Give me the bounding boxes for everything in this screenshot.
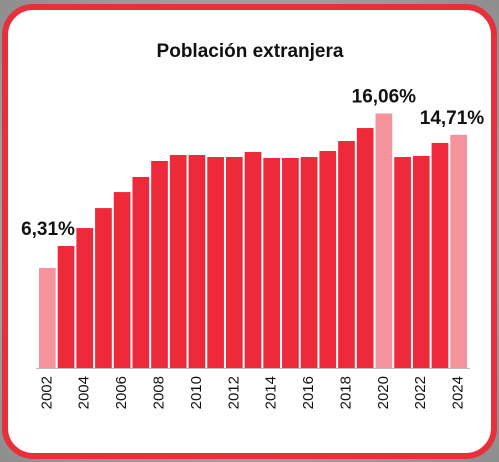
bar	[282, 157, 299, 368]
x-tick-label: 2018	[337, 376, 354, 409]
bar	[169, 154, 187, 368]
x-tick-label: 2006	[113, 376, 130, 409]
bar	[132, 177, 150, 368]
bar	[95, 208, 112, 368]
bar	[151, 160, 168, 368]
x-tick-label: 2022	[412, 376, 429, 409]
x-tick-label: 2002	[38, 376, 55, 409]
bar	[76, 228, 94, 368]
bar	[57, 245, 75, 368]
bar	[113, 192, 131, 368]
x-tick-label: 2008	[150, 376, 167, 409]
bar	[263, 157, 281, 368]
bar	[356, 128, 374, 368]
bar	[225, 157, 243, 368]
value-label: 16,06%	[352, 86, 417, 107]
bar	[394, 157, 411, 368]
x-tick-label: 2012	[225, 376, 242, 409]
bar	[300, 157, 318, 368]
bar	[244, 151, 262, 368]
x-tick-label: 2020	[375, 376, 392, 409]
value-label: 6,31%	[21, 219, 75, 240]
x-tick-label: 2014	[263, 376, 280, 409]
bar	[319, 151, 337, 368]
x-tick-label: 2024	[450, 376, 467, 409]
bar	[39, 267, 56, 368]
bar	[412, 155, 430, 368]
bar	[338, 141, 355, 368]
value-label: 14,71%	[420, 108, 485, 129]
bar	[431, 142, 449, 368]
chart-title: Población extranjera	[157, 41, 344, 62]
x-tick-label: 2010	[188, 376, 205, 409]
bar	[207, 157, 224, 368]
bar	[450, 134, 467, 368]
bar	[375, 113, 393, 368]
x-tick-label: 2004	[76, 376, 93, 409]
bar	[188, 154, 206, 368]
x-tick-label: 2016	[300, 376, 317, 409]
